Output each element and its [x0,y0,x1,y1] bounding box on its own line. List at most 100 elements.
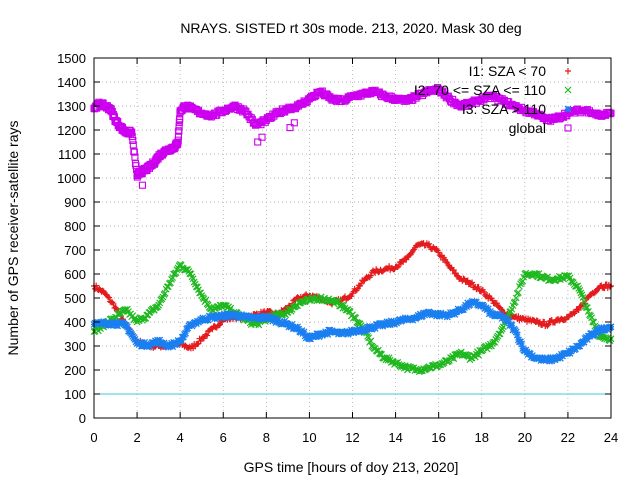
interp-point [563,272,571,280]
interp-point [99,287,106,294]
interp-point [196,289,203,297]
interp-point [303,332,311,339]
interp-point [595,328,603,336]
interp-point [174,132,182,140]
interp-point [590,318,598,326]
interp-point [385,318,393,326]
x-tick-label: 16 [431,430,445,445]
interp-point [210,312,218,320]
interp-point [109,318,117,326]
interp-point [485,310,493,318]
interp-point [480,288,487,295]
interp-point [163,340,171,348]
interp-point [511,298,519,306]
data-points [90,84,615,376]
interp-point [509,302,517,310]
y-tick-labels: 0 100 200 300 400 500 600 700 800 900 1000 1100 1200… [57,51,86,426]
interp-point [130,148,138,156]
interp-point [294,323,302,331]
interp-point [324,330,332,338]
interp-point [606,337,614,345]
y-axis-label: Number of GPS receiver-satellite rays [5,121,21,356]
x-tick-label: 4 [177,430,184,445]
interp-point [197,337,204,344]
interp-point [184,266,192,273]
interp-point [493,300,500,307]
interp-point [304,334,312,342]
interp-point [518,340,526,348]
interp-point [288,320,296,328]
interp-point [190,278,198,286]
interp-point [583,304,591,311]
interp-point [346,329,354,336]
interp-point [584,308,592,315]
interp-point [300,328,308,336]
interp-point [492,335,500,343]
interp-point [460,275,467,282]
interp-point [369,324,377,331]
interp-point [343,327,351,335]
interp-point [498,325,506,333]
y-tick-label: 1300 [57,99,86,114]
interp-point [168,339,176,347]
x-tick-labels: 0 2 4 6 8 10 12 14 16 18 20 22 24 [90,430,618,445]
interp-point [131,314,139,322]
interp-point [583,336,591,344]
y-tick-label: 700 [64,243,86,258]
interp-point [466,301,474,309]
interp-point [268,314,276,322]
interp-point [495,330,503,338]
interp-point [229,311,237,319]
interp-point [203,331,210,338]
interp-point [146,342,154,350]
legend-label: I2: 70 <= SZA <= 110 [414,82,546,98]
interp-point [453,272,460,279]
interp-point [367,337,375,345]
interp-point [523,348,531,356]
interp-point [182,329,190,337]
y-tick-label: 1500 [57,51,86,66]
interp-point [105,293,112,300]
interp-point [401,314,409,322]
interp-point [175,127,183,135]
x-tick-label: 20 [518,430,532,445]
interp-point [401,256,408,263]
interp-point [464,277,471,284]
y-tick-label: 1000 [57,171,86,186]
interp-point [443,258,450,265]
interp-point [580,298,588,305]
interp-point [539,322,546,329]
interp-point [283,320,291,327]
interp-point [544,322,551,329]
interp-point [139,342,146,350]
interp-point [394,264,401,271]
interp-point [131,335,139,343]
outlier-point [254,138,262,146]
interp-point [591,289,598,296]
series-1 [90,260,615,376]
interp-point [337,328,345,336]
interp-point [433,312,440,320]
interp-point [115,310,123,317]
interp-point [348,293,355,300]
interp-point [535,270,543,277]
interp-point [439,87,447,95]
x-tick-label: 14 [388,430,402,445]
interp-point [582,304,590,311]
x-tick-label: 2 [133,430,140,445]
interp-point [522,346,530,354]
interp-point [508,321,516,329]
interp-point [173,341,181,349]
interp-point [541,354,549,362]
x-tick-label: 8 [263,430,270,445]
interp-point [260,315,268,323]
interp-point [576,342,584,350]
interp-point [606,110,614,118]
interp-point [475,283,482,290]
interp-point [314,330,322,338]
legend-marker [565,68,571,74]
interp-point [188,273,196,281]
legend-marker [564,86,572,94]
interp-point [151,337,159,345]
interp-point [174,136,182,144]
